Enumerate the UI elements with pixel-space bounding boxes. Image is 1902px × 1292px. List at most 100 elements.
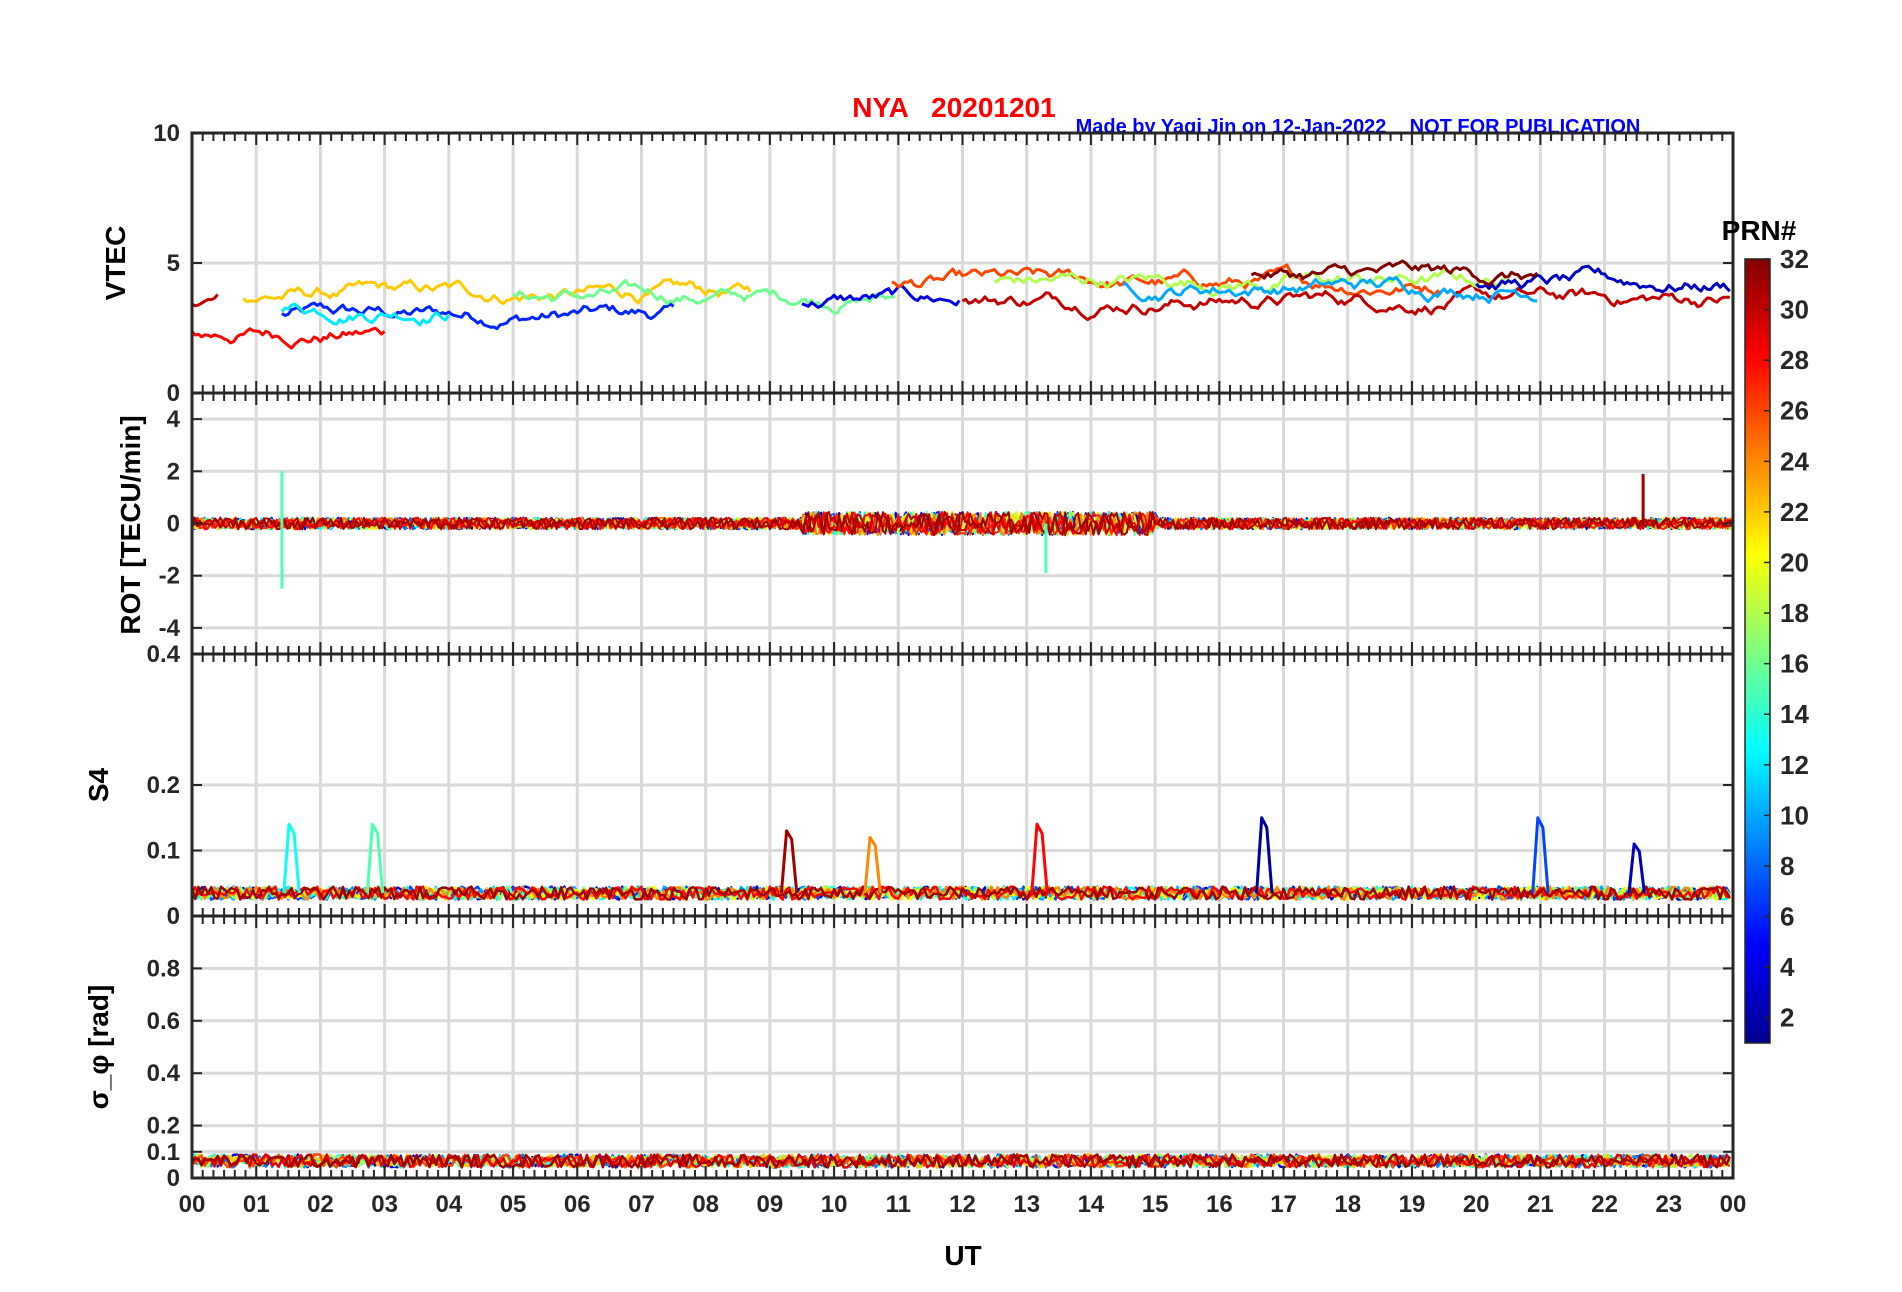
x-tick-label: 04 — [435, 1191, 462, 1218]
panel-vtec: 0 5 10 VTEC — [100, 120, 1735, 407]
y-tick-label: 0 — [167, 903, 180, 930]
colorbar-tick-label: 16 — [1780, 649, 1809, 679]
y-tick-label: 0.4 — [147, 1060, 181, 1087]
x-tick-label: 15 — [1142, 1191, 1169, 1218]
colorbar-tick-label: 22 — [1780, 497, 1809, 527]
traces-rot — [191, 471, 1734, 589]
trace — [512, 278, 896, 315]
trace — [1122, 276, 1538, 305]
y-axis-label: σ_φ [rad] — [83, 985, 114, 1110]
y-tick-label: 0.4 — [147, 641, 181, 668]
y-tick-label: 0.2 — [147, 1113, 180, 1140]
x-tick-label: 14 — [1078, 1191, 1105, 1218]
colorbar-tick-label: 10 — [1780, 800, 1809, 830]
x-axis-label: UT — [944, 1240, 981, 1271]
trace — [779, 829, 799, 894]
x-tick-label: 21 — [1527, 1191, 1554, 1218]
colorbar-tick-label: 28 — [1780, 345, 1809, 375]
y-tick-label: 0.8 — [147, 955, 180, 982]
x-tick-label: 06 — [564, 1191, 591, 1218]
trace — [191, 510, 1734, 537]
colorbar-title: PRN# — [1722, 215, 1797, 246]
x-tick-label: 16 — [1206, 1191, 1233, 1218]
y-tick-label: 10 — [153, 120, 180, 147]
y-tick-label: 2 — [167, 458, 180, 485]
x-tick-label: 09 — [757, 1191, 784, 1218]
trace — [242, 278, 752, 306]
trace — [365, 822, 385, 894]
y-tick-label: 4 — [167, 406, 181, 433]
trace — [993, 268, 1507, 298]
x-tick-label: 13 — [1013, 1191, 1040, 1218]
x-tick-label: 05 — [500, 1191, 527, 1218]
x-tick-label: 00 — [179, 1191, 206, 1218]
x-tick-label: 07 — [628, 1191, 655, 1218]
y-tick-label: 0.6 — [147, 1008, 180, 1035]
colorbar-tick-label: 26 — [1780, 396, 1809, 426]
trace — [191, 1153, 1731, 1169]
colorbar-gradient — [1744, 258, 1771, 1044]
x-tick-label: 10 — [821, 1191, 848, 1218]
y-axis-label: ROT [TECU/min] — [115, 415, 146, 634]
colorbar-tick-label: 24 — [1780, 446, 1809, 476]
x-tick-label: 08 — [692, 1191, 719, 1218]
figure-title: NYA 20201201 — [852, 92, 1055, 123]
trace — [1250, 259, 1539, 287]
y-tick-label: 5 — [167, 250, 180, 277]
x-tick-label: 17 — [1270, 1191, 1297, 1218]
traces-vtec — [190, 259, 1731, 350]
colorbar-tick-label: 14 — [1780, 699, 1809, 729]
trace — [190, 326, 386, 350]
panel-sigma_phi: 00.10.2 0.4 0.6 0.8 σ_φ [rad] 00 01 02 03 04 05 06 0… — [83, 914, 1747, 1218]
y-axis-label: VTEC — [100, 226, 131, 301]
trace — [801, 284, 961, 309]
x-tick-label: 12 — [949, 1191, 976, 1218]
traces-s4 — [190, 816, 1731, 901]
colorbar-tick-label: 6 — [1780, 902, 1794, 932]
colorbar-tick-label: 12 — [1780, 750, 1809, 780]
x-tick-label: 00 — [1720, 1191, 1747, 1218]
y-axis-label: S4 — [83, 767, 114, 802]
x-tick-label: 02 — [307, 1191, 334, 1218]
x-tick-label: 20 — [1463, 1191, 1490, 1218]
colorbar-tick-label: 4 — [1780, 952, 1795, 982]
trace — [961, 283, 1730, 322]
trace — [891, 263, 1443, 297]
y-tick-label: 0 — [167, 380, 180, 407]
trace — [1475, 264, 1731, 294]
x-tick-label: 03 — [371, 1191, 398, 1218]
y-tick-label: 0.1 — [147, 838, 180, 865]
x-tick-label: 19 — [1399, 1191, 1426, 1218]
trace — [280, 302, 451, 327]
trace — [863, 835, 882, 894]
trace — [1255, 816, 1274, 894]
y-tick-label: -2 — [159, 563, 180, 590]
trace — [190, 885, 1730, 901]
trace — [190, 885, 1731, 901]
y-tick-label: -4 — [159, 615, 181, 642]
y-tick-label: 0.1 — [147, 1139, 180, 1166]
trace — [190, 1153, 1731, 1169]
colorbar-tick-label: 32 — [1780, 244, 1809, 274]
y-tick-label: 0.2 — [147, 772, 180, 799]
x-tick-label: 11 — [886, 1191, 911, 1218]
panel-rot: -4 -2 0 2 4 ROT [TECU/min] — [115, 391, 1735, 656]
trace — [282, 822, 301, 894]
x-tick-label: 23 — [1655, 1191, 1682, 1218]
panel-s4: 0 0.1 0.2 0.4 S4 — [83, 641, 1735, 930]
colorbar-tick-label: 30 — [1780, 295, 1809, 325]
y-tick-label: 0 — [167, 1165, 180, 1192]
x-tick-label: 01 — [243, 1191, 270, 1218]
trace — [191, 510, 1734, 537]
trace — [281, 301, 675, 331]
colorbar-tick-label: 18 — [1780, 598, 1809, 628]
colorbar-tick-label: 8 — [1780, 851, 1794, 881]
x-tick-label: 22 — [1591, 1191, 1618, 1218]
y-tick-label: 0 — [167, 511, 180, 538]
trace — [191, 293, 219, 308]
colorbar-tick-label: 20 — [1780, 547, 1809, 577]
traces-sigma_phi — [190, 1153, 1731, 1169]
